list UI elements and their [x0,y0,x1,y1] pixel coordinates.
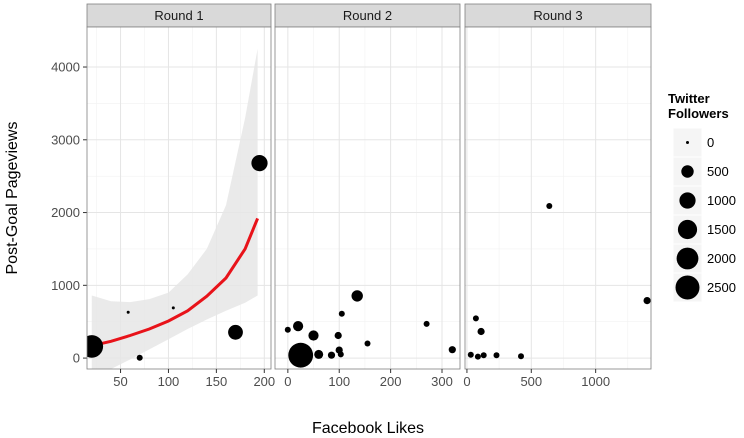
data-point [171,306,175,310]
data-point [472,315,479,322]
panel-content [87,48,268,369]
y-tick-label: 4000 [51,60,80,75]
legend-label: 0 [707,135,714,150]
legend-label: 500 [707,164,729,179]
data-point [351,290,363,302]
data-point [480,352,487,359]
x-tick-label: 200 [253,374,275,389]
panel-background [465,27,651,369]
data-point [126,310,130,314]
x-tick-label: 500 [520,374,542,389]
panel-content [467,203,651,360]
data-point [334,331,342,340]
data-point [337,351,344,358]
data-point [284,326,291,333]
data-point [338,310,345,317]
x-tick-label: 100 [158,374,180,389]
panel-border [464,26,652,370]
legend-symbol [677,219,698,240]
y-tick-label: 0 [73,351,80,366]
facet-strip-label: Round 1 [154,8,203,23]
legend-title-line: Followers [668,106,729,121]
x-tick-label: 100 [328,374,350,389]
legend-symbol [676,247,699,270]
y-tick-label: 1000 [51,278,80,293]
x-axis-label: Facebook Likes [312,420,424,437]
legend-label: 1000 [707,193,736,208]
y-axis-label: Post-Goal Pageviews [4,122,21,275]
legend-title-line: Twitter [668,91,710,106]
x-tick-label: 50 [113,374,127,389]
x-tick-label: 200 [380,374,402,389]
data-point [474,353,481,360]
data-point [308,330,319,341]
data-point [493,352,500,359]
facet-1: Round 1 50 100 150 200 [86,3,275,389]
fit-line [91,217,259,348]
data-point [228,324,243,340]
data-point [467,351,474,358]
legend-symbol [686,141,689,144]
data-point [477,327,485,336]
data-point [327,351,336,359]
legend-label: 2000 [707,251,736,266]
x-tick-label: 150 [206,374,228,389]
x-tick-label: 300 [431,374,453,389]
data-point [251,155,268,172]
legend-symbol [681,165,694,178]
data-point [288,342,314,368]
y-tick-label: 3000 [51,132,80,147]
data-point [293,321,304,332]
data-point [546,203,553,209]
panel-background [275,27,460,369]
legend-label: 1500 [707,222,736,237]
data-point [364,340,371,347]
legend-symbol [679,192,696,209]
x-tick-label: 0 [284,374,291,389]
data-point [518,353,524,360]
facet-strip-label: Round 2 [343,8,392,23]
data-point [643,297,651,305]
facet-3: Round 3 0 500 1000 [463,3,652,389]
data-point [136,354,143,361]
data-point [448,346,456,354]
y-tick-label: 2000 [51,205,80,220]
facet-2: Round 2 0 100 200 300 [274,3,461,389]
x-tick-label: 0 [463,374,470,389]
data-point [87,335,104,358]
panel-content [284,290,456,368]
facet-strip-label: Round 3 [533,8,582,23]
legend-symbol [675,275,700,300]
data-point [423,320,430,327]
panel-border [274,26,461,370]
legend-label: 2500 [707,280,736,295]
panel-border [86,26,272,370]
x-tick-label: 1000 [581,374,610,389]
data-point [314,349,324,359]
